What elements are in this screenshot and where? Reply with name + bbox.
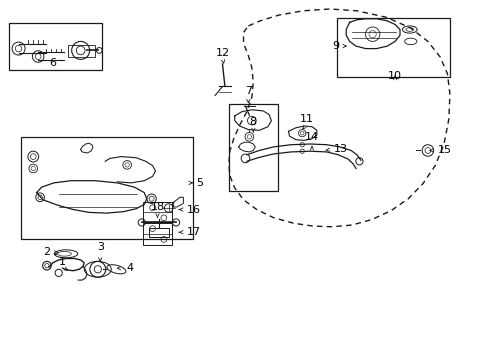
Bar [228,104,277,191]
Text: 7: 7 [244,86,251,96]
Text: 3: 3 [97,242,103,252]
Bar [149,228,168,237]
Text: 2: 2 [42,247,50,257]
Bar [142,202,172,222]
Text: 1: 1 [59,257,66,267]
Text: 5: 5 [196,178,203,188]
Text: 18: 18 [150,202,164,212]
Text: 13: 13 [333,144,347,154]
Text: 6: 6 [49,58,56,68]
Bar [9,23,102,70]
Text: 8: 8 [249,117,256,127]
Text: 15: 15 [437,145,451,156]
Text: 12: 12 [215,48,229,58]
Bar [337,18,449,77]
Bar [142,223,172,245]
Text: 9: 9 [332,41,339,51]
Text: 11: 11 [300,114,313,124]
Bar [20,137,193,239]
Text: 17: 17 [186,227,201,237]
Text: 10: 10 [387,71,401,81]
Text: 14: 14 [305,132,318,142]
Text: 16: 16 [186,204,201,215]
Bar [68,45,95,57]
Text: 4: 4 [126,263,133,273]
